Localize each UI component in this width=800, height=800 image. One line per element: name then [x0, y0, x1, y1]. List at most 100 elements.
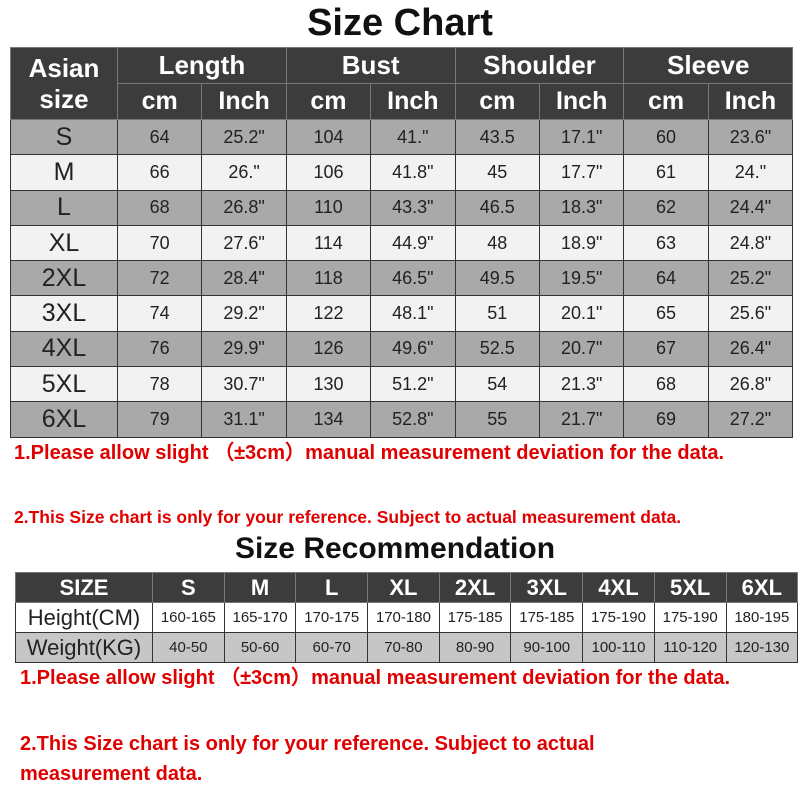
table-cell: 26.4" [707, 330, 794, 368]
table-row: 3XL 74 29.2" 122 48.1" 51 20.1" 65 25.6" [10, 295, 794, 332]
table-cell: 18.3" [538, 189, 625, 226]
table-cell: 74 [116, 295, 203, 332]
table-row: 6XL 79 31.1" 134 52.8" 55 21.7" 69 27.2" [10, 401, 794, 438]
unit-header: cm [454, 83, 540, 120]
table-cell: 106 [285, 154, 372, 191]
unit-header: Inch [370, 83, 456, 120]
size-header-line-1: Asian [28, 52, 100, 83]
table-cell: 21.7" [538, 401, 625, 438]
table-cell: 49.5 [454, 260, 540, 297]
table-cell: 20.7" [538, 330, 625, 368]
table-cell: 78 [116, 366, 203, 403]
table-cell: 70-80 [367, 632, 440, 663]
table-cell: 100-110 [582, 632, 655, 663]
table-cell: 80-90 [438, 632, 512, 663]
table-cell: 70 [116, 224, 203, 262]
table-cell: 41." [370, 118, 456, 156]
table-cell: 29.2" [201, 295, 287, 332]
size-label: M [10, 154, 118, 191]
table-cell: 21.3" [538, 366, 625, 403]
table-cell: 126 [285, 330, 372, 368]
table-row: XL 70 27.6" 114 44.9" 48 18.9" 63 24.8" [10, 224, 794, 262]
table-cell: 60-70 [295, 632, 369, 663]
table-cell: 28.4" [201, 260, 287, 297]
table-cell: 55 [454, 401, 540, 438]
table-cell: 24.8" [707, 224, 794, 262]
unit-header: cm [116, 83, 203, 120]
table-cell: 46.5 [454, 189, 540, 226]
size-recommendation-note-2: 2.This Size chart is only for your refer… [20, 733, 595, 785]
column-header: 4XL [582, 572, 655, 603]
table-cell: 31.1" [201, 401, 287, 438]
table-cell: 180-195 [725, 602, 799, 633]
table-cell: 29.9" [201, 330, 287, 368]
size-label: 3XL [10, 295, 118, 332]
table-cell: 27.2" [707, 401, 794, 438]
size-recommendation-table: SIZE S M L XL 2XL 3XL 4XL 5XL 6XL Height(CM) 160-16… [15, 572, 799, 663]
table-cell: 122 [285, 295, 372, 332]
table-cell: 65 [623, 295, 709, 332]
table-cell: 160-165 [152, 602, 225, 633]
table-cell: 41.8" [370, 154, 456, 191]
table-cell: 76 [116, 330, 203, 368]
group-header: Length [117, 47, 287, 84]
table-cell: 24.4" [707, 189, 794, 226]
size-header: Asian size [10, 47, 118, 120]
column-header: L [295, 572, 369, 603]
table-cell: 51.2" [370, 366, 456, 403]
column-header: 3XL [510, 572, 584, 603]
table-cell: 18.9" [538, 224, 625, 262]
table-row: 2XL 72 28.4" 118 46.5" 49.5 19.5" 64 25.2" [10, 260, 794, 297]
table-cell: 43.5 [454, 118, 540, 156]
unit-header: cm [623, 83, 709, 120]
table-row: 5XL 78 30.7" 130 51.2" 54 21.3" 68 26.8" [10, 366, 794, 403]
column-header: M [223, 572, 297, 603]
table-cell: 19.5" [538, 260, 625, 297]
unit-header: cm [285, 83, 372, 120]
group-header: Sleeve [623, 47, 794, 84]
table-cell: 45 [454, 154, 540, 191]
table-cell: 52.5 [454, 330, 540, 368]
table-cell: 43.3" [370, 189, 456, 226]
size-label: 5XL [10, 366, 118, 403]
table-cell: 30.7" [201, 366, 287, 403]
table-cell: 69 [623, 401, 709, 438]
table-cell: 104 [285, 118, 372, 156]
table-cell: 110 [285, 189, 372, 226]
column-header: 2XL [438, 572, 512, 603]
table-cell: 63 [623, 224, 709, 262]
header-row-units: cm Inch cm Inch cm Inch cm Inch [11, 83, 794, 120]
table-cell: 175-190 [582, 602, 655, 633]
table-cell: 49.6" [370, 330, 456, 368]
table-cell: 90-100 [510, 632, 584, 663]
table-cell: 175-185 [510, 602, 584, 633]
table-cell: 48 [454, 224, 540, 262]
table-cell: 79 [116, 401, 203, 438]
table-cell: 50-60 [223, 632, 297, 663]
size-label: 2XL [10, 260, 118, 297]
table-cell: 72 [116, 260, 203, 297]
size-label: S [10, 118, 118, 156]
table-row: 4XL 76 29.9" 126 49.6" 52.5 20.7" 67 26.4" [10, 330, 794, 368]
table-cell: 51 [454, 295, 540, 332]
table-cell: 68 [116, 189, 203, 226]
table-cell: 20.1" [538, 295, 625, 332]
table-cell: 23.6" [707, 118, 794, 156]
table-cell: 175-185 [438, 602, 512, 633]
table-cell: 67 [623, 330, 709, 368]
table-cell: 165-170 [223, 602, 297, 633]
size-label: 4XL [10, 330, 118, 368]
table-cell: 170-180 [367, 602, 440, 633]
table-cell: 54 [454, 366, 540, 403]
header-row-groups: Asian size Length Bust Shoulder Sleeve [10, 47, 794, 120]
table-cell: 17.7" [538, 154, 625, 191]
table-cell: 52.8" [370, 401, 456, 438]
row-label: Height(CM) [15, 602, 153, 633]
table-cell: 66 [116, 154, 203, 191]
size-label: L [10, 189, 118, 226]
table-cell: 27.6" [201, 224, 287, 262]
table-cell: 24." [707, 154, 794, 191]
table-cell: 62 [623, 189, 709, 226]
column-header: 6XL [725, 572, 799, 603]
size-chart-note-1: 1.Please allow slight （±3cm）manual measu… [14, 442, 725, 464]
